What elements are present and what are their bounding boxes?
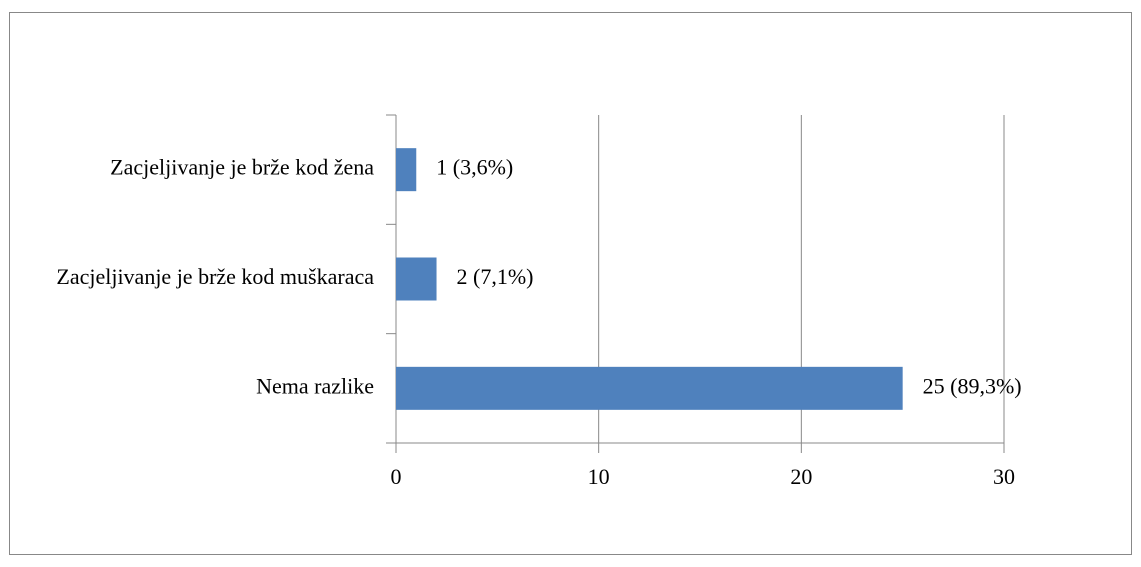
x-tick-label: 0 bbox=[391, 464, 402, 489]
value-label: 25 (89,3%) bbox=[923, 373, 1022, 398]
y-tick-label: Zacjeljivanje je brže kod muškaraca bbox=[56, 264, 374, 289]
x-tick-label: 10 bbox=[588, 464, 610, 489]
x-tick-label: 20 bbox=[790, 464, 812, 489]
bar bbox=[396, 257, 437, 301]
value-label: 2 (7,1%) bbox=[457, 264, 534, 289]
value-label: 1 (3,6%) bbox=[436, 155, 513, 180]
bar bbox=[396, 148, 417, 192]
chart-frame bbox=[9, 12, 1132, 555]
x-tick-label: 30 bbox=[993, 464, 1015, 489]
bar bbox=[396, 366, 903, 410]
y-tick-label: Zacjeljivanje je brže kod žena bbox=[110, 155, 374, 180]
y-tick-label: Nema razlike bbox=[256, 373, 374, 398]
